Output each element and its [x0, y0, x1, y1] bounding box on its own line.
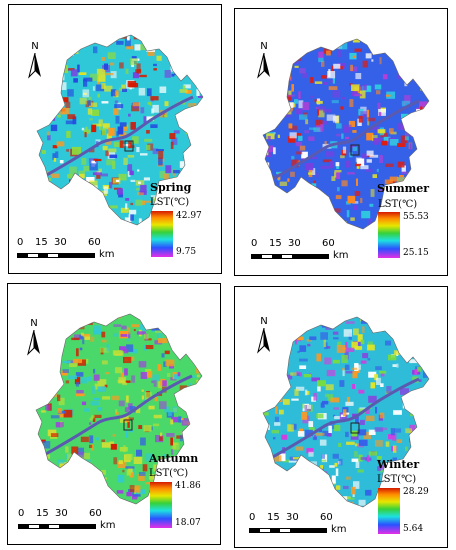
river-line — [41, 374, 193, 458]
scale-tick-0: 0 — [17, 237, 24, 248]
summer-map-panel: N Summer LST(℃) 55.53 25.15 0 15 30 60 k… — [234, 8, 448, 276]
study-area-box — [350, 144, 360, 156]
scale-tick-0: 0 — [18, 508, 25, 519]
scale-unit: km — [100, 520, 116, 531]
river-line — [268, 377, 420, 461]
lst-raster — [263, 317, 429, 507]
study-area-box — [123, 419, 133, 431]
river-line — [268, 99, 420, 183]
city-boundary — [262, 38, 430, 230]
north-arrow-icon: N — [27, 41, 43, 81]
north-arrow-icon: N — [26, 318, 42, 358]
scale-bar: 0 15 30 60 km — [251, 238, 361, 268]
lst-max-value: 55.53 — [403, 212, 429, 222]
scale-tick-15: 15 — [35, 237, 48, 248]
study-area-box — [124, 140, 134, 152]
lst-color-ramp — [378, 212, 400, 258]
autumn-map-panel: N Autumn LST(℃) 41.86 18.07 0 15 30 60 k… — [7, 283, 221, 545]
lst-max-value: 28.29 — [403, 487, 429, 497]
scale-tick-30: 30 — [288, 238, 301, 249]
scale-tick-30: 30 — [54, 237, 67, 248]
lst-color-ramp — [150, 482, 172, 528]
river-line — [42, 95, 194, 179]
city-boundary — [36, 34, 204, 226]
season-title: Winter — [377, 458, 420, 471]
scale-tick-60: 60 — [322, 238, 335, 249]
scale-unit: km — [333, 250, 349, 261]
scale-unit: km — [99, 249, 115, 260]
scale-tick-30: 30 — [55, 508, 68, 519]
scale-tick-60: 60 — [320, 512, 333, 523]
season-title: Autumn — [149, 452, 199, 465]
scale-tick-15: 15 — [267, 512, 280, 523]
spring-map-panel: N Spring LST(℃) 42.97 9.75 0 15 30 60 km — [8, 4, 222, 274]
lst-legend-title: LST(℃) — [150, 197, 190, 208]
lst-min-value: 5.64 — [403, 524, 424, 534]
scale-bar: 0 15 30 60 km — [17, 237, 127, 267]
scale-bar: 0 15 30 60 km — [249, 512, 359, 542]
city-boundary — [262, 316, 430, 508]
lst-max-value: 42.97 — [176, 211, 202, 221]
autumn-lst-map — [35, 313, 203, 505]
north-arrow-icon: N — [256, 316, 272, 356]
scale-tick-30: 30 — [286, 512, 299, 523]
north-arrow-icon: N — [256, 41, 272, 81]
lst-legend-title: LST(℃) — [378, 199, 418, 210]
lst-min-value: 18.07 — [175, 518, 201, 528]
summer-lst-map — [262, 38, 430, 230]
scale-tick-60: 60 — [88, 237, 101, 248]
lst-color-ramp — [378, 488, 400, 534]
lst-min-value: 25.15 — [403, 248, 429, 258]
lst-legend-title: LST(℃) — [377, 474, 417, 485]
lst-min-value: 9.75 — [176, 247, 197, 257]
scale-unit: km — [331, 524, 347, 535]
lst-max-value: 41.86 — [175, 481, 201, 491]
scale-tick-0: 0 — [249, 512, 256, 523]
scale-tick-15: 15 — [269, 238, 282, 249]
winter-map-panel: N Winter LST(℃) 28.29 5.64 0 15 30 60 km — [234, 286, 448, 548]
spring-lst-map — [36, 34, 204, 226]
scale-bar: 0 15 30 60 km — [18, 508, 128, 538]
scale-tick-0: 0 — [251, 238, 258, 249]
scale-tick-15: 15 — [36, 508, 49, 519]
lst-color-ramp — [151, 211, 173, 257]
study-area-box — [350, 422, 360, 434]
winter-lst-map — [262, 316, 430, 508]
city-boundary — [35, 313, 203, 505]
scale-tick-60: 60 — [89, 508, 102, 519]
season-title: Spring — [150, 181, 192, 194]
lst-legend-title: LST(℃) — [149, 468, 189, 479]
season-title: Summer — [377, 182, 430, 195]
